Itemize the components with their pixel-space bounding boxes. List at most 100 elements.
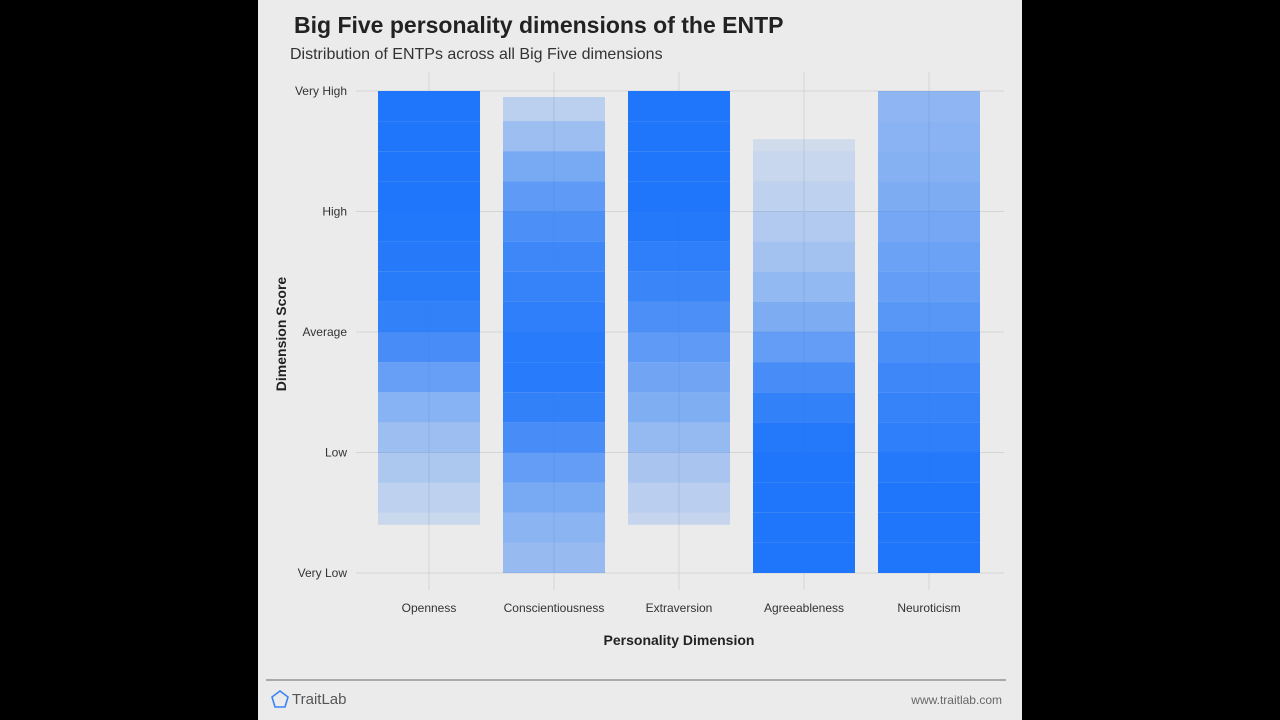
strip-agreeableness [753, 139, 855, 573]
y-tick-label: Very Low [298, 566, 348, 580]
density-band [503, 301, 605, 332]
density-band [878, 482, 980, 513]
density-band [753, 139, 855, 152]
density-band [878, 512, 980, 543]
density-band [628, 482, 730, 513]
density-band [753, 542, 855, 573]
density-band [503, 422, 605, 453]
density-band [628, 121, 730, 152]
density-band [628, 181, 730, 212]
density-band [878, 452, 980, 483]
density-band [378, 151, 480, 182]
density-band [878, 362, 980, 393]
density-band [378, 271, 480, 302]
density-band [878, 151, 980, 182]
pentagon-icon [271, 690, 289, 708]
density-band [503, 151, 605, 182]
x-tick-label: Agreeableness [764, 601, 844, 615]
density-band [878, 301, 980, 332]
y-tick-label: High [322, 205, 347, 219]
y-axis-label: Dimension Score [273, 277, 289, 392]
density-band [503, 452, 605, 483]
strip-openness [378, 91, 480, 525]
density-band [628, 301, 730, 332]
density-band [628, 392, 730, 423]
density-band [753, 181, 855, 212]
density-band [503, 362, 605, 393]
footer-url[interactable]: www.traitlab.com [911, 693, 1002, 707]
density-band [628, 91, 730, 122]
density-band [753, 482, 855, 513]
density-band [503, 512, 605, 543]
density-band [753, 362, 855, 393]
density-band [503, 241, 605, 272]
density-band [878, 542, 980, 573]
density-band [628, 332, 730, 363]
density-band [378, 422, 480, 453]
strip-conscientiousness [503, 97, 605, 573]
density-band [878, 392, 980, 423]
y-tick-label: Very High [295, 84, 347, 98]
x-tick-label: Conscientiousness [504, 601, 605, 615]
density-band [628, 151, 730, 182]
density-band [753, 211, 855, 242]
density-band [503, 271, 605, 302]
x-axis-label: Personality Dimension [604, 632, 755, 648]
density-band [378, 392, 480, 423]
density-band [753, 422, 855, 453]
strip-extraversion [628, 91, 730, 525]
density-band [378, 211, 480, 242]
density-band [378, 301, 480, 332]
footer-divider [266, 679, 1006, 681]
chart-title: Big Five personality dimensions of the E… [294, 12, 784, 38]
density-band [503, 332, 605, 363]
density-band [378, 452, 480, 483]
density-band [753, 452, 855, 483]
density-band [503, 482, 605, 513]
chart-panel: Big Five personality dimensions of the E… [258, 0, 1022, 720]
brand-logo[interactable]: TraitLab [270, 689, 346, 709]
x-tick-label: Openness [402, 601, 457, 615]
density-band [378, 362, 480, 393]
density-band [628, 512, 730, 525]
density-band [628, 452, 730, 483]
density-band [378, 121, 480, 152]
density-band [878, 211, 980, 242]
density-band [753, 151, 855, 182]
density-band [753, 271, 855, 302]
density-band [628, 211, 730, 242]
density-band [628, 362, 730, 393]
density-band [628, 271, 730, 302]
density-band [878, 181, 980, 212]
density-band [378, 332, 480, 363]
density-band [878, 121, 980, 152]
x-tick-label: Extraversion [646, 601, 713, 615]
strip-neuroticism [878, 91, 980, 573]
density-band [878, 332, 980, 363]
density-band [378, 512, 480, 525]
density-band [503, 121, 605, 152]
y-tick-label: Low [325, 446, 347, 460]
density-band [378, 241, 480, 272]
y-tick-label: Average [303, 325, 348, 339]
density-band [503, 392, 605, 423]
density-band [878, 422, 980, 453]
density-band [753, 392, 855, 423]
density-band [878, 271, 980, 302]
density-band [503, 97, 605, 122]
density-band [753, 301, 855, 332]
x-tick-label: Neuroticism [897, 601, 960, 615]
density-band [753, 332, 855, 363]
density-band [753, 241, 855, 272]
density-band [503, 211, 605, 242]
density-band [878, 241, 980, 272]
brand-name: TraitLab [292, 690, 347, 708]
plot-area: Very Low Low Average High Very High Openness C… [273, 72, 1004, 648]
density-band [878, 91, 980, 122]
density-band [628, 241, 730, 272]
density-band [503, 181, 605, 212]
density-band [503, 542, 605, 573]
density-band [378, 482, 480, 513]
density-band [753, 512, 855, 543]
chart-subtitle: Distribution of ENTPs across all Big Fiv… [290, 46, 663, 63]
